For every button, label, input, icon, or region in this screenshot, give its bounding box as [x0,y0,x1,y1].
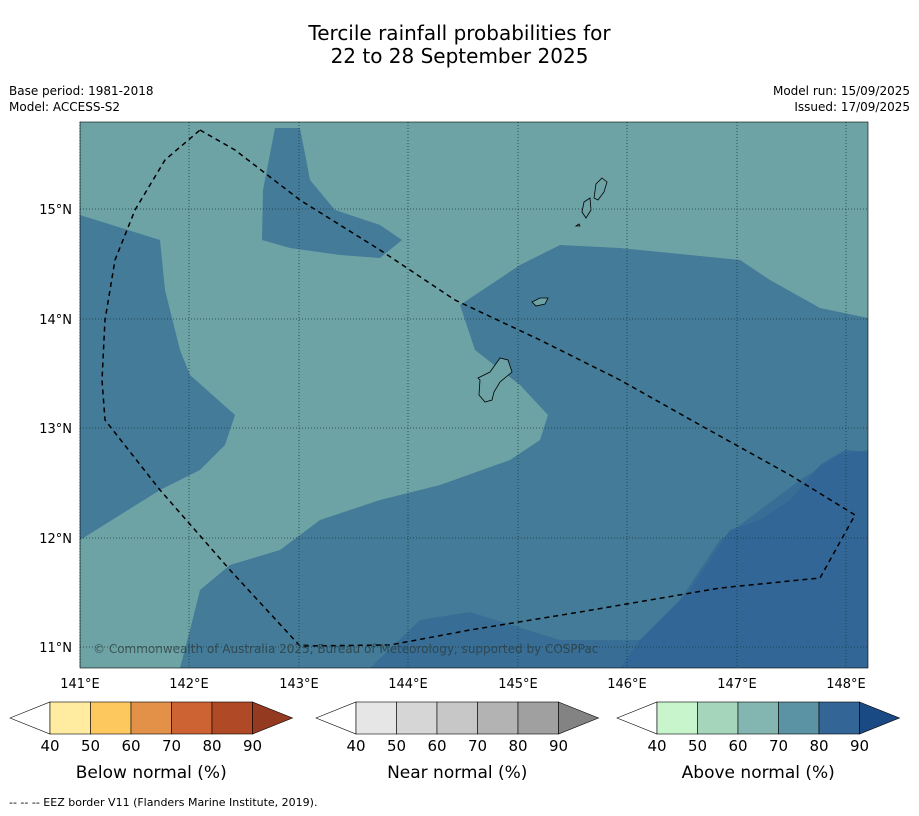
probability-zone-main [180,245,868,668]
colorbar-tick-label: 50 [81,737,100,755]
probability-shading [80,122,868,668]
islands [477,177,608,403]
colorbar-tick-label: 60 [427,737,446,755]
colorbars-svg: 40 50 60 70 80 90 Below normal (%) 40 50 60 70 80 90… [9,701,901,783]
colorbar-tick-label: 80 [202,737,221,755]
colorbar-segment [656,701,698,735]
probability-zone-80-90 [620,450,868,668]
copyright-text: © Commonwealth of Australia 2025, Bureau… [93,642,598,656]
colorbar-tick-label: 70 [162,737,181,755]
lat-label: 14°N [39,313,72,328]
graticule [79,122,868,668]
colorbar-segment [436,701,478,735]
island-aguijan [574,223,581,227]
island-saipan [593,177,608,201]
title-line-2: 22 to 28 September 2025 [330,44,589,68]
base-period: Base period: 1981-2018 [9,84,154,98]
island-rota [531,297,549,307]
colorbar-segment [477,701,519,735]
colorbar-extend-high [859,701,901,735]
colorbar-tick-label: 70 [769,737,788,755]
lat-label: 11°N [39,641,72,656]
probability-zone-west [80,215,235,540]
lat-label: 12°N [39,532,72,547]
footer-note: -- -- -- EEZ border V11 (Flanders Marine… [9,796,318,809]
colorbar-segment [355,701,397,735]
colorbar-extend-low [616,701,658,735]
colorbar-segment [211,701,253,735]
colorbar-tick-label: 80 [508,737,527,755]
eez-border [101,129,857,647]
colorbar: 40 50 60 70 80 90 Above normal (%) [616,701,901,783]
lon-label: 148°E [826,677,866,692]
meta-left: Base period: 1981-2018 Model: ACCESS-S2 [9,83,154,115]
model-name: Model: ACCESS-S2 [9,100,121,114]
colorbar-segment [396,701,438,735]
colorbar-segment [818,701,860,735]
model-run: Model run: 15/09/2025 [772,84,910,98]
issued-date: Issued: 17/09/2025 [794,100,910,114]
colorbar: 40 50 60 70 80 90 Near normal (%) [315,701,600,783]
colorbar-segment [517,701,559,735]
colorbar-tick-label: 80 [809,737,828,755]
lon-label: 146°E [607,677,647,692]
lat-label: 13°N [39,422,72,437]
map-title: Tercile rainfall probabilities for 22 to… [0,22,919,68]
colorbar-panel: 40 50 60 70 80 90 Below normal (%) 40 50 60 70 80 90… [0,700,919,790]
lon-label: 143°E [279,677,319,692]
colorbar-segment [130,701,172,735]
lat-label: 15°N [39,203,72,218]
lon-label: 142°E [169,677,209,692]
colorbar-segment [171,701,213,735]
colorbar-segment [49,701,91,735]
colorbar-tick-label: 40 [346,737,365,755]
map-panel: © Commonwealth of Australia 2025, Bureau… [0,110,919,710]
colorbar-tick-label: 50 [688,737,707,755]
colorbar-segment [778,701,820,735]
colorbar-extend-high [558,701,600,735]
colorbar-extend-low [315,701,357,735]
colorbar-tick-label: 40 [40,737,59,755]
map-svg: © Commonwealth of Australia 2025, Bureau… [39,121,869,692]
colorbar-segment [90,701,132,735]
title-line-1: Tercile rainfall probabilities for [308,21,611,45]
colorbar-extend-high [252,701,294,735]
latitude-labels: 15°N 14°N 13°N 12°N 11°N [39,203,72,656]
colorbar-tick-label: 70 [468,737,487,755]
colorbar-segment [737,701,779,735]
island-tinian [581,197,592,219]
colorbar-tick-label: 60 [728,737,747,755]
lon-label: 144°E [388,677,428,692]
colorbar-tick-label: 90 [549,737,568,755]
map-frame [79,121,869,669]
lon-label: 147°E [717,677,757,692]
lon-label: 145°E [498,677,538,692]
colorbar-tick-label: 90 [850,737,869,755]
colorbar-extend-low [9,701,51,735]
colorbar-tick-label: 50 [387,737,406,755]
longitude-labels: 141°E 142°E 143°E 144°E 145°E 146°E 147°E 148°E [60,677,866,692]
colorbar-tick-label: 60 [121,737,140,755]
lon-label: 141°E [60,677,100,692]
colorbar-label: Above normal (%) [682,763,835,783]
colorbar-label: Below normal (%) [76,763,227,783]
probability-zone-north [262,128,402,258]
meta-right: Model run: 15/09/2025 Issued: 17/09/2025 [773,83,910,115]
colorbar-tick-label: 90 [243,737,262,755]
colorbar: 40 50 60 70 80 90 Below normal (%) [9,701,294,783]
colorbar-tick-label: 40 [647,737,666,755]
colorbar-segment [697,701,739,735]
island-guam [477,357,513,403]
colorbar-label: Near normal (%) [387,763,527,783]
